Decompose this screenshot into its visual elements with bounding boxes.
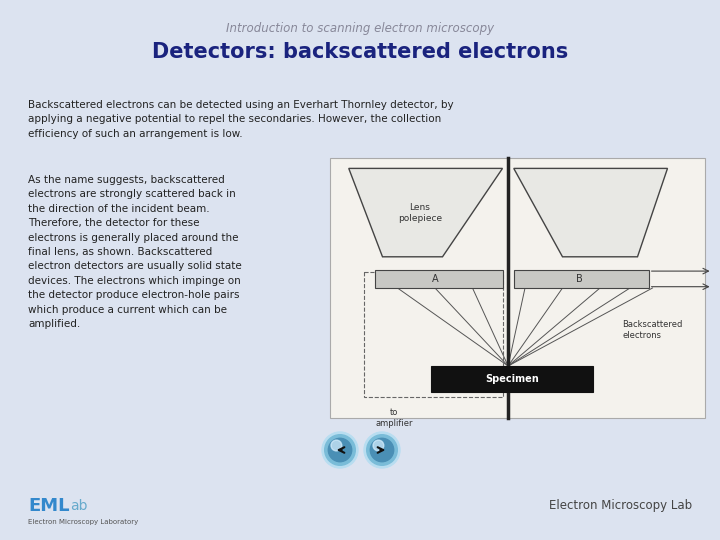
Circle shape [328, 438, 351, 462]
Polygon shape [514, 270, 649, 288]
Circle shape [325, 435, 355, 465]
Text: As the name suggests, backscattered
electrons are strongly scattered back in
the: As the name suggests, backscattered elec… [28, 175, 242, 329]
Text: Backscattered electrons can be detected using an Everhart Thornley detector, by
: Backscattered electrons can be detected … [28, 100, 454, 139]
Text: Introduction to scanning electron microscopy: Introduction to scanning electron micros… [226, 22, 494, 35]
Text: Electron Microscopy Laboratory: Electron Microscopy Laboratory [28, 519, 138, 525]
FancyBboxPatch shape [330, 158, 705, 418]
Polygon shape [514, 168, 667, 257]
Polygon shape [348, 168, 503, 257]
Text: Electron Microscopy Lab: Electron Microscopy Lab [549, 500, 692, 512]
Text: ab: ab [70, 499, 88, 513]
Polygon shape [375, 270, 503, 288]
Text: Lens
polepiece: Lens polepiece [398, 202, 442, 222]
Circle shape [331, 440, 342, 451]
Circle shape [373, 440, 384, 451]
Polygon shape [431, 366, 593, 392]
Text: EML: EML [28, 497, 70, 515]
Text: A: A [432, 274, 438, 284]
Text: Backscattered
electrons: Backscattered electrons [623, 320, 683, 340]
Text: Specimen: Specimen [485, 374, 539, 384]
Bar [364, 272, 503, 397]
Circle shape [364, 432, 400, 468]
Text: to
amplifier: to amplifier [375, 408, 413, 428]
Text: Detectors: backscattered electrons: Detectors: backscattered electrons [152, 42, 568, 62]
Circle shape [366, 435, 397, 465]
Text: B: B [576, 274, 582, 284]
Circle shape [322, 432, 358, 468]
Circle shape [370, 438, 394, 462]
